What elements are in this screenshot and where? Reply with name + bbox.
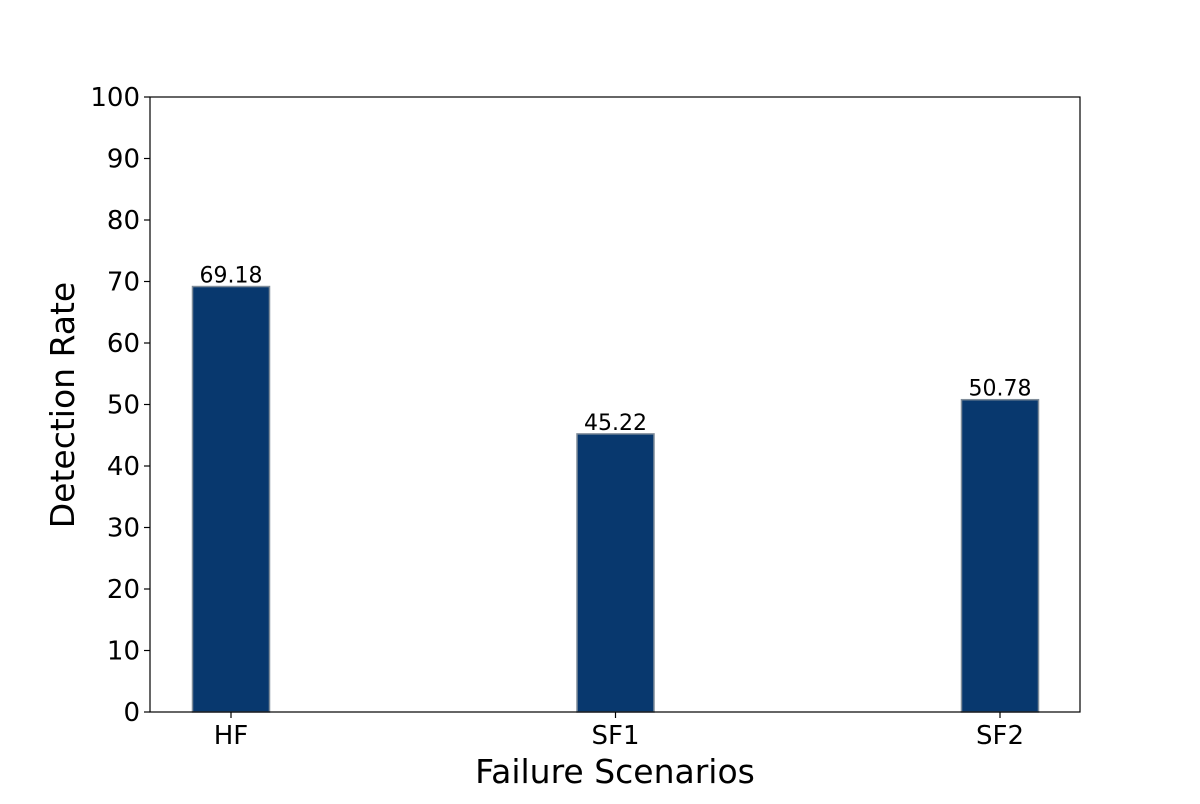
x-tick-label-hf: HF [214,721,249,751]
y-tick-label-90: 90 [107,145,140,175]
bar-sf2 [960,398,1040,713]
x-tick-label-sf1: SF1 [591,721,639,751]
y-tick-label-50: 50 [107,391,140,421]
y-tick-label-80: 80 [107,206,140,236]
y-tick-label-30: 30 [107,514,140,544]
data-label-sf2: 50.78 [969,377,1032,402]
y-axis-label: Detection Rate [43,282,82,528]
axes-frame [149,96,1081,713]
y-tick-label-100: 100 [90,83,140,113]
data-label-hf: 69.18 [200,264,263,289]
y-tick-label-20: 20 [107,575,140,605]
plot-area: 69.18 HF 45.22 SF1 50.78 SF2 0 10 20 30 40 50 60 70 80… [90,83,1081,751]
bar-sf1 [576,433,655,713]
y-tick-label-40: 40 [107,452,140,482]
y-tick-label-60: 60 [107,329,140,359]
y-tick-label-70: 70 [107,268,140,298]
data-label-sf1: 45.22 [584,411,647,436]
x-tick-label-sf2: SF2 [976,721,1024,751]
x-axis-label: Failure Scenarios [475,752,755,791]
y-tick-label-10: 10 [107,637,140,667]
bar-hf [191,285,271,713]
y-tick-label-0: 0 [123,698,140,728]
